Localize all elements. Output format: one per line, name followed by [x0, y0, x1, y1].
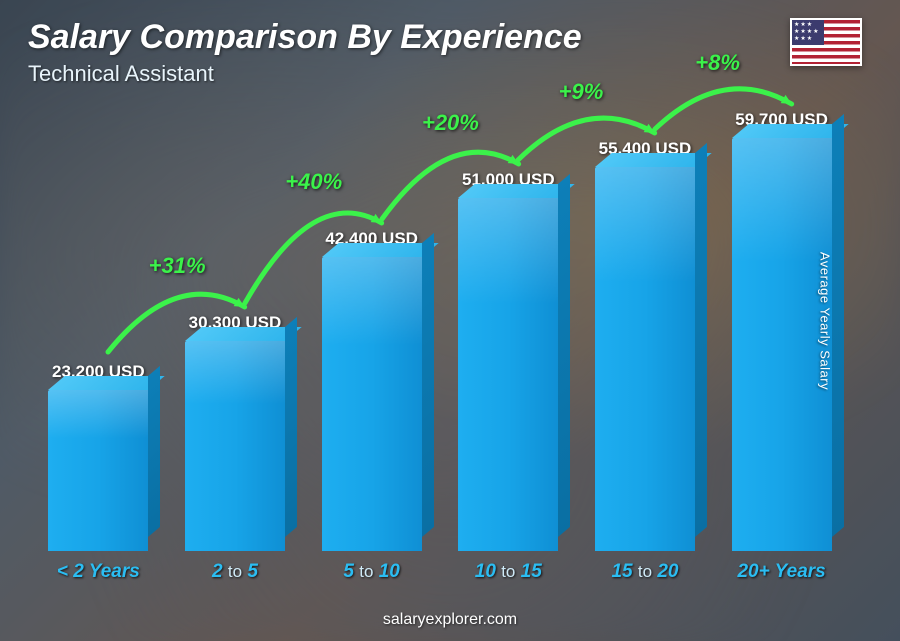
bar-group: 42,400 USD — [317, 229, 427, 551]
bar-group: 30,300 USD — [180, 313, 290, 551]
bar-side-face — [558, 174, 570, 537]
bar-group: 55,400 USD — [590, 139, 700, 551]
pct-change-label: +40% — [285, 169, 342, 195]
bar-3d — [458, 198, 558, 551]
bar-top-face — [322, 243, 439, 257]
bar-group: 51,000 USD — [453, 170, 563, 551]
bar-front-face — [458, 198, 558, 551]
xaxis-category-label: 10 to 15 — [453, 561, 563, 583]
bar-chart: 23,200 USD30,300 USD42,400 USD51,000 USD… — [30, 101, 850, 581]
bar-3d — [48, 390, 148, 551]
footer-attribution: salaryexplorer.com — [0, 611, 900, 629]
yaxis-label: Average Yearly Salary — [817, 251, 832, 389]
bar-3d — [185, 341, 285, 551]
bars-container: 23,200 USD30,300 USD42,400 USD51,000 USD… — [30, 101, 850, 551]
flag-canton — [792, 20, 824, 45]
xaxis-category-label: 2 to 5 — [180, 561, 290, 583]
bar-front-face — [595, 167, 695, 551]
country-flag-icon — [790, 18, 862, 66]
xaxis-category-label: 20+ Years — [727, 561, 837, 583]
chart-title: Salary Comparison By Experience — [28, 18, 872, 57]
bar-front-face — [322, 257, 422, 551]
xaxis-category-label: < 2 Years — [43, 561, 153, 583]
header: Salary Comparison By Experience Technica… — [28, 18, 872, 87]
bar-3d — [322, 257, 422, 551]
bar-top-face — [732, 124, 849, 138]
bar-front-face — [185, 341, 285, 551]
xaxis-container: < 2 Years 2 to 5 5 to 10 10 to 15 15 to 20 20… — [30, 561, 850, 583]
xaxis-category-label: 15 to 20 — [590, 561, 700, 583]
bar-side-face — [285, 317, 297, 537]
bar-side-face — [695, 143, 707, 537]
bar-side-face — [422, 233, 434, 537]
bar-side-face — [832, 114, 844, 537]
bar-group: 23,200 USD — [43, 362, 153, 551]
pct-change-label: +31% — [149, 253, 206, 279]
bar-side-face — [148, 366, 160, 537]
chart-subtitle: Technical Assistant — [28, 61, 872, 87]
pct-change-label: +20% — [422, 110, 479, 136]
bar-3d — [595, 167, 695, 551]
bar-front-face — [48, 390, 148, 551]
xaxis-category-label: 5 to 10 — [317, 561, 427, 583]
